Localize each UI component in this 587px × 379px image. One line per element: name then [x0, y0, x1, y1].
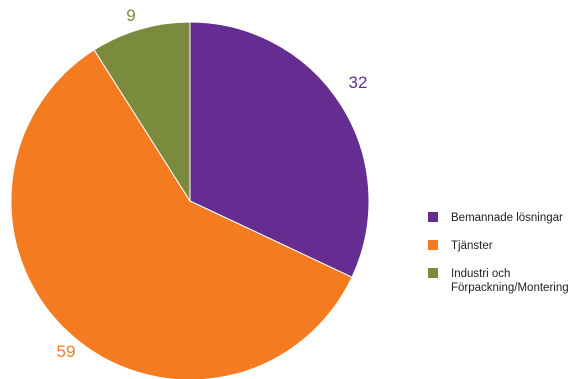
legend-swatch [428, 240, 438, 250]
pie-slice-tjanster [10, 49, 353, 379]
legend-entry-industri-och-forpackning-montering: Industri och Förpackning/Montering [428, 268, 569, 294]
legend: Bemannade lösningar Tjänster Industri och F… [428, 212, 569, 294]
data-label-bemannade-losningar: 32 [349, 73, 368, 92]
data-label-industri-och-forpackning-montering: 9 [126, 6, 135, 25]
legend-entry-bemannade-losningar: Bemannade lösningar [428, 212, 563, 224]
legend-label: Tjänster [451, 240, 493, 252]
legend-swatch [428, 212, 438, 222]
data-label-tjanster: 59 [57, 342, 76, 361]
pie-slice-bemannade-losningar [189, 21, 370, 278]
pie-slices [10, 21, 370, 379]
legend-label: Bemannade lösningar [451, 212, 563, 224]
legend-entry-tjanster: Tjänster [428, 240, 493, 252]
pie-data-labels: 32 59 9 [57, 6, 368, 361]
pie-slice-industri-och-forpackning-montering [93, 21, 191, 203]
legend-label: Förpackning/Montering [451, 282, 569, 294]
legend-label: Industri och [451, 268, 510, 280]
legend-swatch [428, 268, 438, 278]
